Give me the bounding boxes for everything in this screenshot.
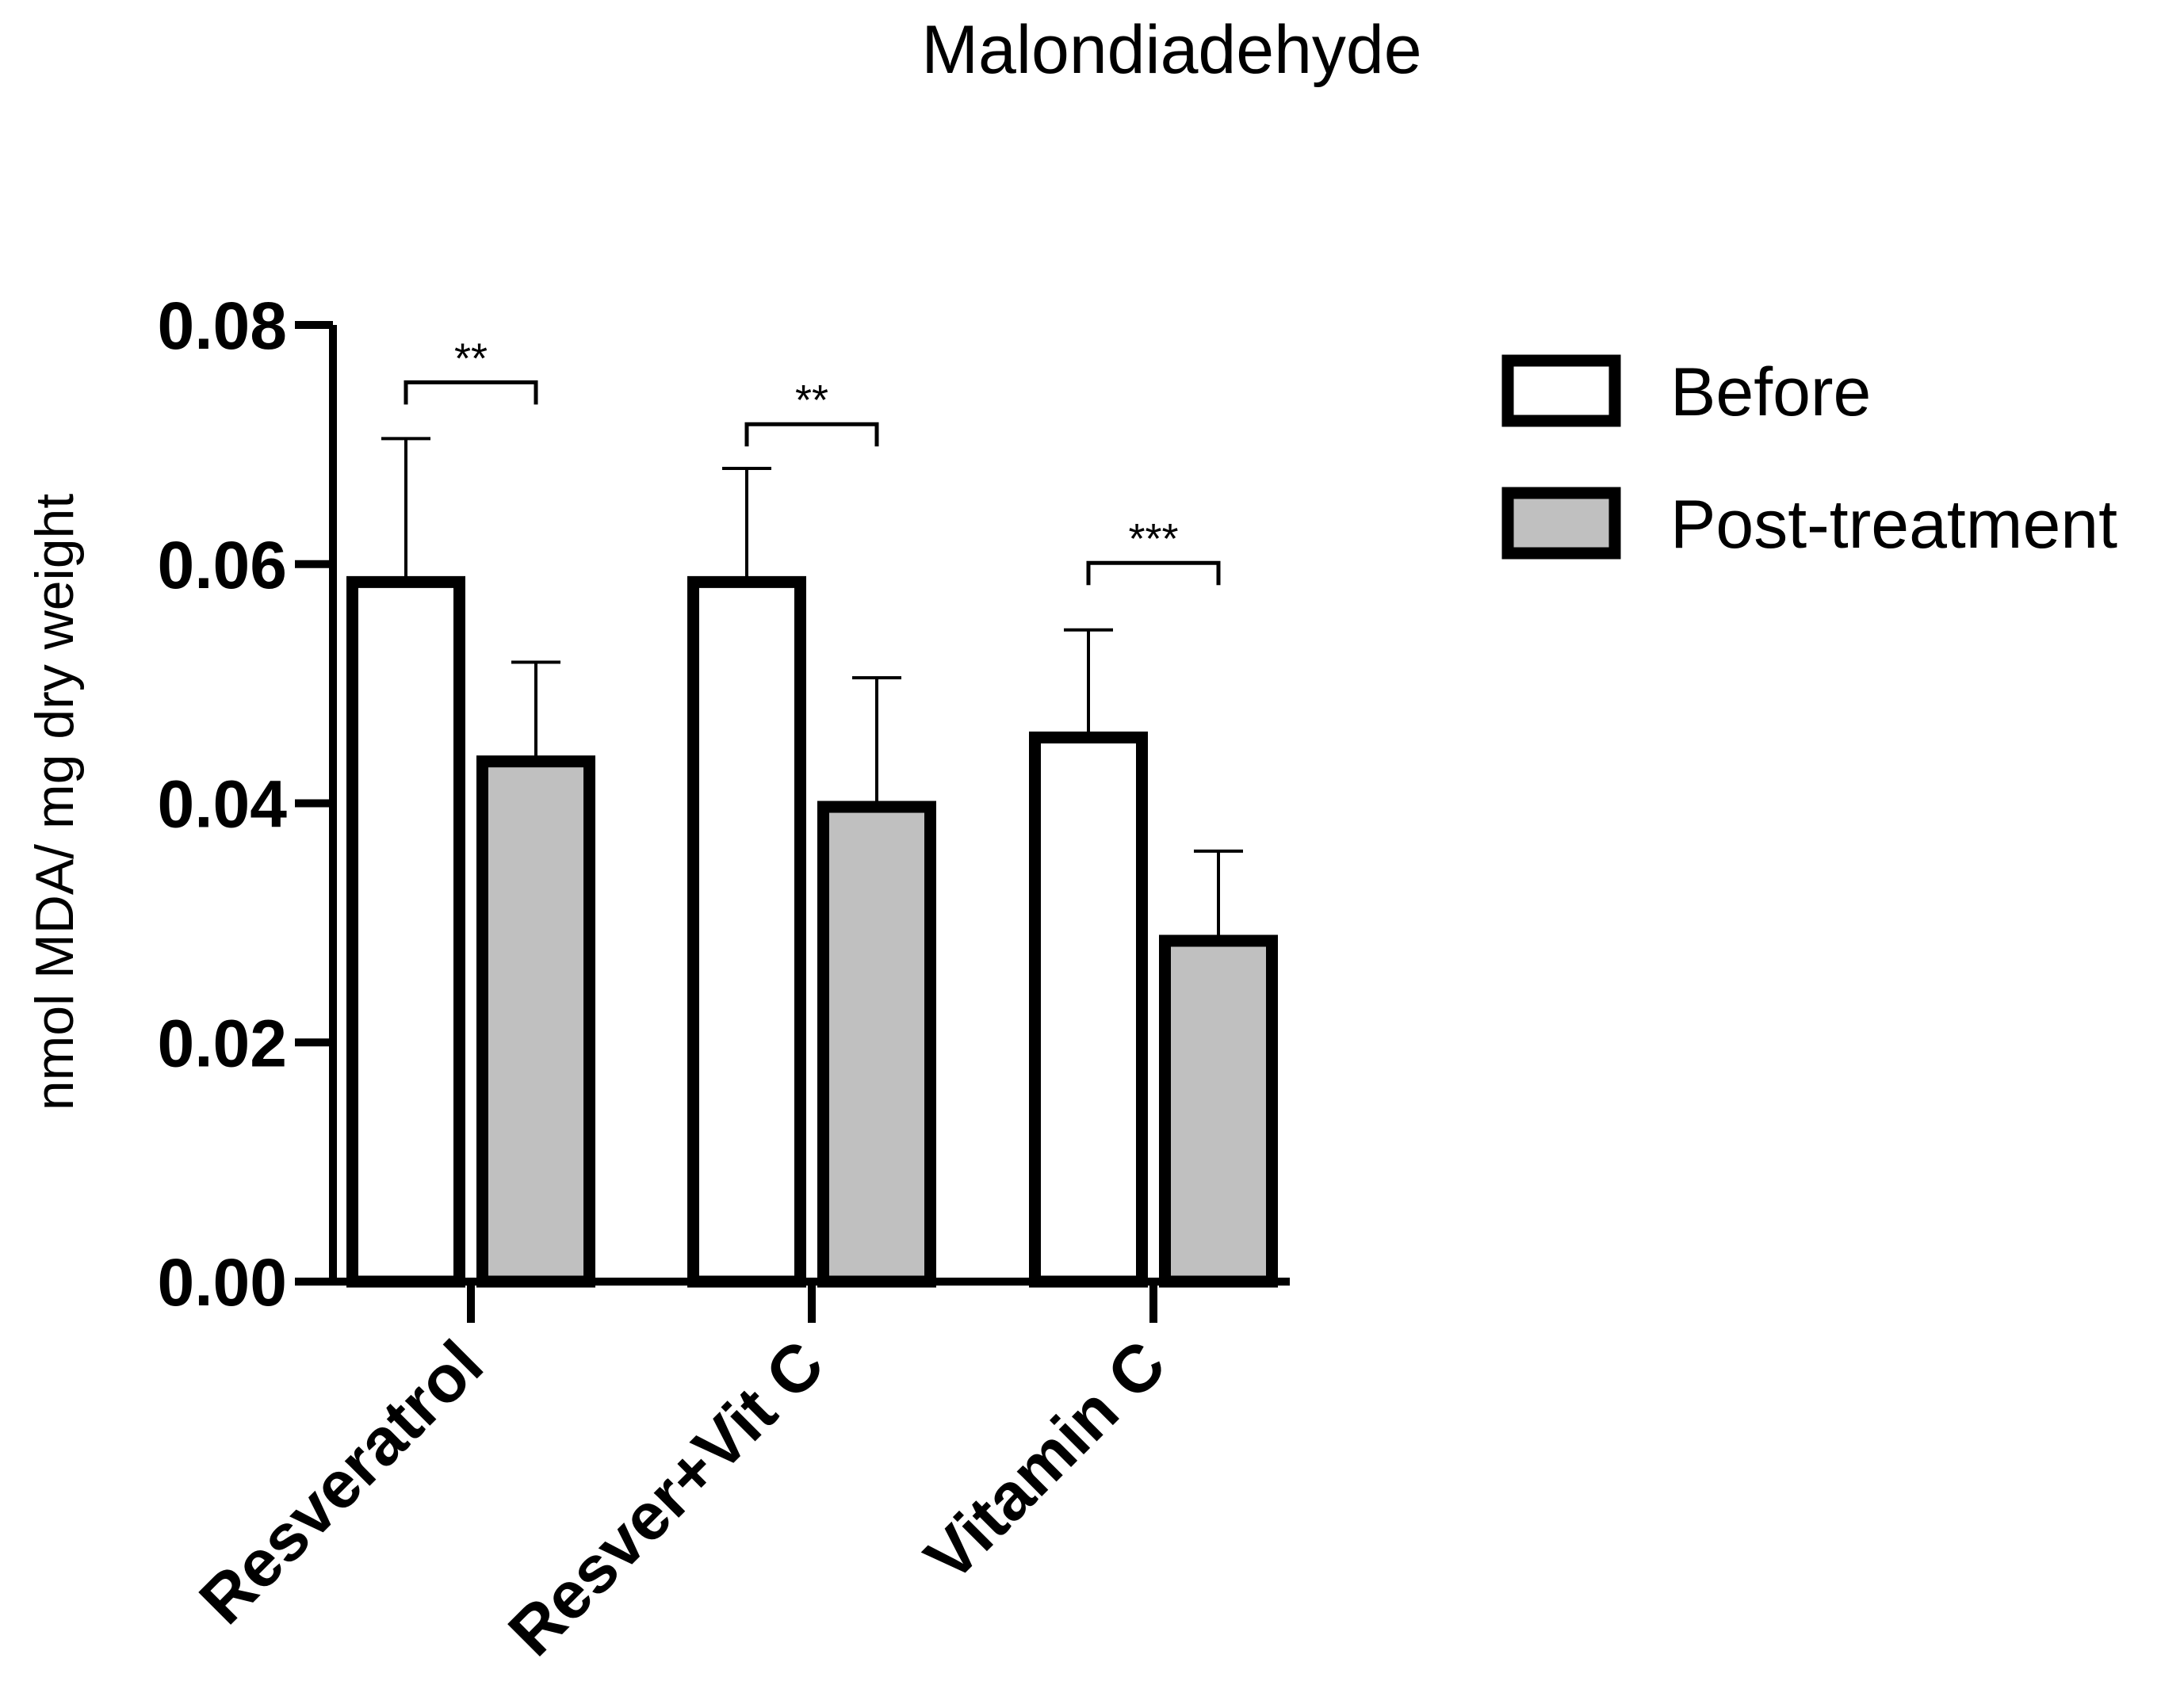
- significance-label: **: [795, 376, 828, 424]
- y-tick-label: 0.08: [158, 288, 288, 363]
- legend: Before Post-treatment: [1501, 354, 2117, 563]
- axes: 0.00 0.02 0.04 0.06 0.08: [158, 288, 1290, 1323]
- y-tick-label: 0.02: [158, 1006, 288, 1080]
- bar-before-resver-vit-c: [687, 575, 806, 1288]
- bars: [346, 575, 1278, 1288]
- legend-swatch-before: [1501, 354, 1621, 427]
- bar-post-treatment-vitamin-c: [1159, 934, 1278, 1288]
- bar-post-treatment-resver-vit-c: [817, 801, 936, 1288]
- significance-label: **: [454, 334, 488, 382]
- significance-bracket: [1086, 560, 1221, 586]
- chart-title: Malondiadehyde: [921, 12, 1421, 88]
- bar-before-vitamin-c: [1029, 732, 1148, 1288]
- category-label: Vitamin C: [910, 1326, 1179, 1595]
- category-label: Resveratrol: [185, 1326, 496, 1637]
- error-bars: [381, 437, 1243, 942]
- y-tick-label: 0.06: [158, 528, 288, 602]
- bar-before-resveratrol: [346, 575, 465, 1288]
- legend-label: Before: [1670, 354, 1871, 430]
- significance-brackets: *******: [404, 334, 1221, 586]
- bar-post-treatment-resveratrol: [476, 755, 595, 1288]
- category-label: Resver+Vit C: [494, 1326, 838, 1670]
- y-axis-label: nmol MDA/ mg dry weight: [25, 494, 85, 1111]
- significance-label: ***: [1128, 515, 1178, 563]
- legend-swatch-post-treatment: [1501, 487, 1621, 560]
- y-tick-label: 0.04: [158, 767, 288, 842]
- significance-bracket: [744, 422, 879, 447]
- y-tick-label: 0.00: [158, 1245, 288, 1320]
- legend-label: Post-treatment: [1670, 487, 2117, 563]
- significance-bracket: [404, 380, 538, 405]
